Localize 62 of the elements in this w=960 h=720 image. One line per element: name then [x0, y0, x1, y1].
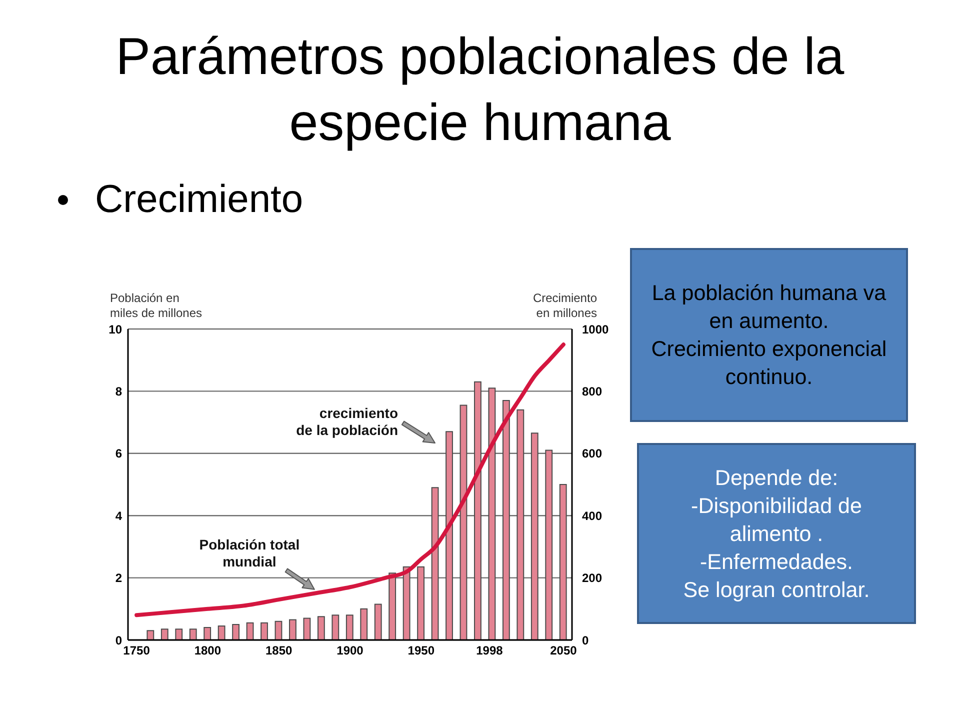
bar [488, 388, 496, 640]
bar [204, 627, 212, 640]
bar [289, 619, 296, 640]
annotation: crecimiento de la población [296, 405, 398, 438]
y2-tick-label: 0 [582, 633, 589, 648]
y2-tick-label: 800 [582, 384, 602, 398]
bar [402, 566, 410, 640]
bar [303, 618, 311, 640]
x-tick-label: 1800 [194, 644, 222, 658]
text: La población humana va en aumento. [650, 280, 888, 335]
y-tick-label: 4 [115, 508, 122, 523]
x-tick-label: 1750 [123, 644, 150, 658]
bar [559, 484, 567, 640]
text: Crecimiento exponencial continuo. [650, 336, 888, 391]
bar [146, 630, 154, 640]
y2-tick-label: 200 [582, 571, 602, 586]
bar [260, 622, 268, 640]
text: -Disponibilidad de alimento . [690, 492, 863, 548]
bar [460, 404, 468, 640]
bar [431, 487, 439, 640]
x-tick-label: 1900 [336, 644, 364, 658]
bar [232, 624, 240, 640]
bar [246, 622, 254, 640]
y-tick-label: 6 [115, 446, 122, 461]
x-tick-label: 1950 [408, 644, 435, 658]
bar [417, 566, 424, 640]
bar [530, 432, 538, 640]
bar [360, 608, 368, 640]
y-axis-title: Población en miles de millones [110, 291, 202, 321]
text: Se logran controlar. [682, 576, 871, 604]
y-tick-label: 2 [115, 571, 122, 586]
bar [218, 626, 226, 640]
bar [446, 431, 453, 640]
y2-tick-label: 600 [582, 446, 602, 461]
bar [502, 400, 510, 640]
y-tick-label: 10 [108, 322, 122, 336]
bar [388, 572, 396, 640]
y2-tick-label: 1000 [582, 322, 610, 336]
chart-title: Parámetros poblacionales de la especie humana [114, 27, 846, 154]
x-tick-label: 1998 [476, 644, 504, 658]
text: -Enfermedades. [699, 548, 854, 576]
y-tick-label: 0 [115, 633, 122, 648]
bar [516, 409, 524, 640]
bar [545, 450, 553, 640]
y-tick-label: 8 [115, 384, 122, 398]
text: Depende de: [714, 464, 840, 492]
bar [274, 620, 282, 640]
x-tick-label: 2050 [550, 644, 578, 658]
bar [374, 604, 382, 640]
y2-tick-label: 400 [582, 508, 602, 523]
chart-subtitle: Crecimiento [95, 178, 304, 222]
bar [332, 614, 340, 640]
y2-axis-title: Crecimiento en millones [532, 291, 597, 321]
x-tick-label: 1850 [265, 644, 293, 658]
bar [474, 381, 482, 640]
annotation: Población total mundial [199, 536, 300, 570]
bar [175, 628, 183, 640]
bar [317, 616, 325, 640]
bar [160, 628, 168, 640]
bar [346, 614, 354, 640]
line-series [134, 342, 566, 618]
bar [189, 628, 197, 640]
